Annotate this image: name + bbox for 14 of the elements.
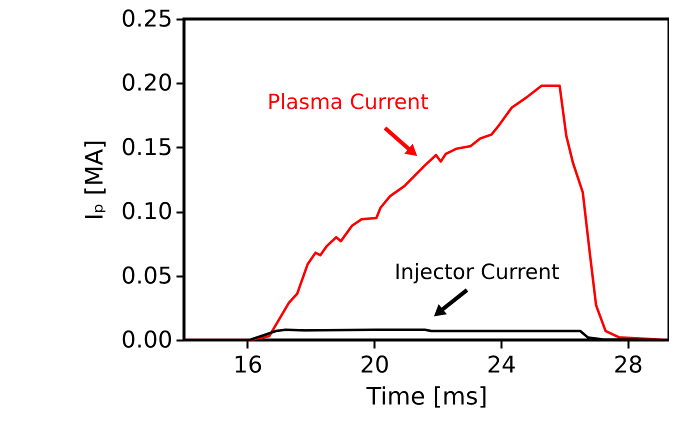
x-axis-title: Time [ms]	[366, 382, 488, 410]
x-tick-label: 16	[233, 352, 263, 378]
x-tick-label: 20	[360, 352, 390, 378]
series-label: Plasma Current	[267, 90, 429, 114]
x-tick-label: 24	[486, 352, 516, 378]
y-axis-title: Iₚ [MA]	[80, 140, 108, 220]
y-tick-label: 0.20	[121, 70, 172, 97]
x-tick-label: 28	[614, 352, 643, 378]
y-tick-label: 0.00	[121, 328, 172, 354]
y-tick-label: 0.15	[121, 134, 172, 161]
y-tick-label: 0.05	[121, 263, 172, 290]
text: Injector Current	[394, 260, 560, 284]
y-tick-label: 0.10	[121, 199, 172, 226]
y-tick-label: 0.25	[121, 6, 172, 32]
